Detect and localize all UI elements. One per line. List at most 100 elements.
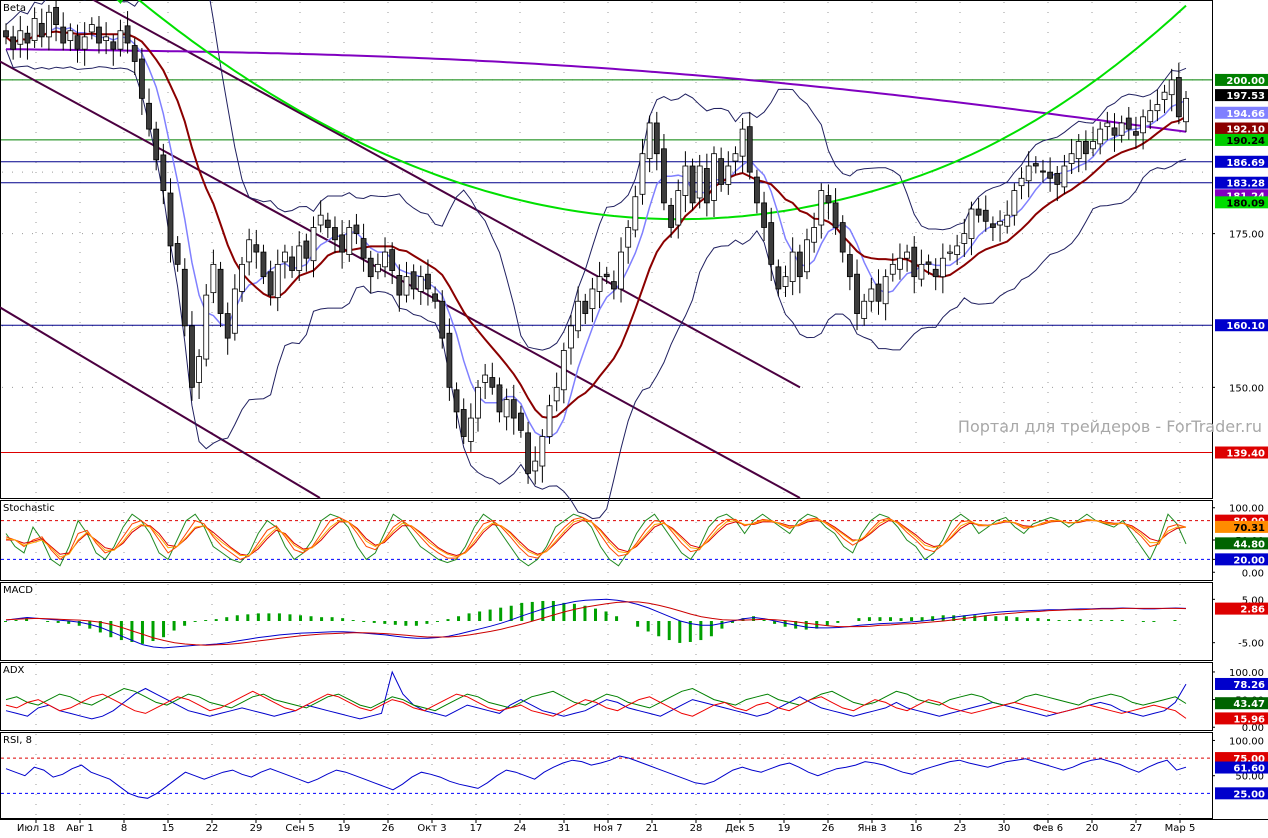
stochastic-badge-44.80[interactable]: 44.80 (1215, 537, 1268, 550)
stochastic-badge-20.00-bg (1215, 553, 1268, 566)
time-label-7: 19 (338, 823, 351, 834)
candle-body-140 (1004, 214, 1011, 227)
macd-hist-6 (67, 621, 71, 624)
macd-hist-48 (509, 605, 513, 621)
candle-body-135 (968, 208, 975, 239)
price-badge-180.09[interactable]: 180.09 (1215, 196, 1268, 209)
price-badge-197.53-label: 197.53 (1226, 91, 1265, 102)
macd-hist-37 (393, 621, 397, 625)
candle-body-155 (1111, 127, 1118, 136)
price-badge-183.28[interactable]: 183.28 (1215, 176, 1268, 190)
adx-badge-15.96-label: 15.96 (1233, 714, 1265, 725)
macd-tick-label-1: -5.00 (1238, 639, 1264, 650)
rsi-badge-61.60-label: 61.60 (1233, 764, 1265, 775)
candle-body-35 (253, 244, 260, 253)
candle-body-83 (596, 276, 603, 292)
candle-body-88 (632, 196, 639, 231)
candle-body-10 (74, 35, 81, 50)
macd-badge-2.86[interactable]: 2.86 (1215, 602, 1268, 616)
macd-hist-94 (994, 616, 998, 621)
macd-hist-56 (594, 608, 597, 621)
horizontal-levels[interactable] (1, 79, 1212, 454)
adx-badge-78.26[interactable]: 78.26 (1215, 677, 1268, 691)
rsi-badge-75.00[interactable]: 75.00 (1215, 752, 1268, 765)
candle-body-22 (160, 154, 167, 191)
macd-hist-63 (667, 621, 671, 641)
adx-badge-15.96-bg (1215, 712, 1268, 725)
time-label-0: Июл 18 (17, 823, 55, 834)
macd-hist-24 (256, 613, 260, 621)
candle-body-128 (918, 263, 925, 280)
price-badge-194.66[interactable]: 194.66 (1215, 106, 1268, 120)
price-axis[interactable]: 150.00 175.00 0.00 20.00 50.00 100.00 5.00 -5.0… (1212, 73, 1268, 800)
price-badge-197.53[interactable]: 197.53 (1215, 89, 1268, 102)
candle-body-65 (467, 417, 474, 442)
time-label-1: Авг 1 (66, 823, 94, 834)
price-badge-160.10[interactable]: 160.10 (1215, 319, 1268, 332)
candle-body-17 (124, 25, 131, 44)
macd-hist-61 (646, 621, 650, 632)
adx-badge-43.47[interactable]: 43.47 (1215, 697, 1268, 710)
panel-title-rsi: RSI, 8 (3, 735, 32, 746)
bollinger-lower (5, 49, 1187, 520)
candle-body-82 (589, 288, 596, 310)
price-badge-192.10[interactable]: 192.10 (1215, 122, 1268, 135)
candle-body-41 (296, 245, 303, 271)
candle-body-14 (103, 36, 110, 41)
price-badge-186.69[interactable]: 186.69 (1215, 155, 1268, 169)
candle-body-30 (217, 268, 224, 314)
candle-body-61 (439, 300, 446, 339)
macd-hist-20 (214, 619, 218, 621)
rsi-badge-61.60[interactable]: 61.60 (1215, 761, 1268, 775)
macd-hist-93 (983, 615, 987, 621)
macd-hist-79 (836, 621, 840, 623)
panel-frame-adx (0, 662, 1213, 731)
panel-title-stochastic: Stochastic (3, 503, 55, 514)
macd-hist-76 (804, 621, 808, 630)
time-label-20: 16 (910, 823, 923, 834)
adx-badge-43.47-label: 43.47 (1233, 699, 1265, 710)
candle-body-154 (1104, 122, 1111, 128)
candle-body-97 (696, 165, 703, 199)
candle-body-7 (53, 6, 59, 25)
candle-body-53 (382, 251, 388, 268)
ma-long-line (5, 48, 1187, 133)
candle-body-93 (668, 204, 674, 228)
candle-body-20 (146, 102, 152, 130)
candle-body-55 (396, 275, 403, 296)
stochastic-badge-70.31[interactable]: 70.31 (1215, 520, 1268, 534)
candle-body-122 (875, 283, 882, 302)
candle-body-59 (425, 273, 431, 290)
candle-body-163 (1168, 79, 1175, 96)
time-label-8: 26 (382, 823, 395, 834)
stochastic-badge-20.00[interactable]: 20.00 (1215, 553, 1268, 566)
channel-line-1[interactable] (60, 0, 801, 389)
candle-body-50 (360, 238, 367, 259)
time-axis[interactable]: Июл 18 Авг 1 8 15 22 29 Сен 5 19 26 Окт 3 17 24 31 Но… (17, 819, 1195, 834)
price-badge-200.00[interactable]: 200.00 (1215, 73, 1268, 87)
price-badge-190.24-label: 190.24 (1226, 136, 1265, 147)
time-label-12: 31 (558, 823, 571, 834)
macd-hist-32 (341, 618, 345, 621)
channel-line-2[interactable] (0, 306, 321, 499)
price-badge-160.10-label: 160.10 (1226, 321, 1265, 332)
time-label-26: Мар 5 (1165, 823, 1196, 834)
candle-body-72 (518, 412, 524, 431)
macd-hist-15 (162, 621, 166, 638)
macd-badge-2.86-bg (1215, 602, 1268, 615)
candle-body-31 (224, 313, 231, 339)
rsi-badge-25.00[interactable]: 25.00 (1215, 787, 1268, 800)
price-badge-190.24[interactable]: 190.24 (1215, 133, 1268, 147)
adx-badge-15.96[interactable]: 15.96 (1215, 712, 1268, 725)
price-badge-139.40[interactable]: 139.40 (1215, 446, 1268, 460)
candle-body-47 (339, 234, 346, 253)
candle-body-46 (332, 227, 338, 241)
candle-body-120 (861, 300, 868, 319)
macd-hist-40 (425, 621, 429, 624)
candle-body-21 (153, 128, 160, 161)
candle-body-0 (3, 30, 9, 38)
macd-signal-line (5, 601, 1187, 646)
macd-hist-70 (741, 618, 745, 621)
